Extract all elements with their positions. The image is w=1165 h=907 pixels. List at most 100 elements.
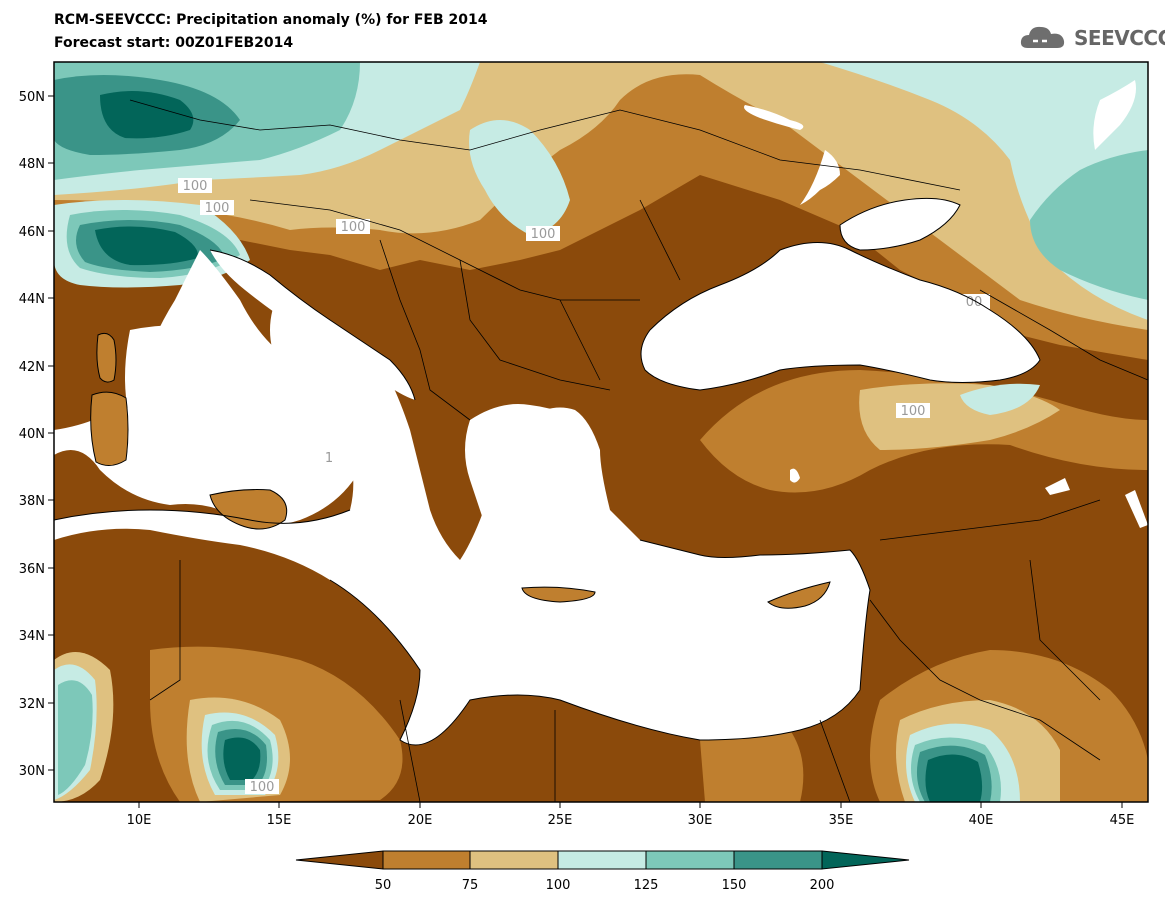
lon-tick-label: 35E: [829, 813, 854, 828]
border-line: [399, 699, 421, 802]
seevccc-logo: SEEVCCC: [1018, 20, 1165, 56]
band-125-150-tunisia: [58, 680, 93, 795]
colorbar-segment: [733, 850, 823, 870]
lat-tick-label: 44N: [19, 292, 45, 307]
coastline: [521, 586, 596, 603]
adriatic-sea: [210, 250, 415, 400]
colorbar-tick-label: 100: [546, 878, 571, 893]
border-line: [819, 719, 851, 802]
colorbar-segment: [557, 850, 647, 870]
lat-tick-label: 32N: [19, 697, 45, 712]
lat-tick-label: 48N: [19, 157, 45, 172]
coastline: [209, 249, 416, 401]
band-100-125-hungary: [469, 120, 570, 235]
band-100-125-caucasus: [960, 383, 1040, 415]
coastline: [209, 489, 288, 530]
lake-urmia: [1125, 490, 1148, 528]
coastline: [96, 332, 117, 383]
lake-caspian-edge: [1093, 80, 1136, 150]
svg-text:100: 100: [531, 227, 556, 242]
cloud-icon: [1020, 26, 1065, 48]
lat-tick-label: 40N: [19, 427, 45, 442]
lon-tick-label: 20E: [408, 813, 433, 828]
longitude-axis: 10E 15E 20E 25E 30E 35E 40E 45E: [127, 802, 1135, 828]
border-line: [869, 599, 1101, 761]
coastline: [839, 197, 961, 251]
svg-text:100: 100: [183, 179, 208, 194]
border-line: [559, 299, 601, 381]
border-line: [979, 289, 1148, 381]
border-line: [129, 99, 961, 191]
latitude-axis: 50N 48N 46N 44N 42N 40N 38N 36N 34N 32N …: [19, 90, 54, 779]
contour-label: 100: [526, 226, 560, 242]
band-gt200-arabia: [925, 754, 983, 802]
colorbar-tick-label: 50: [375, 878, 392, 893]
lon-tick-label: 15E: [267, 813, 292, 828]
lat-tick-label: 50N: [19, 90, 45, 105]
border-line: [1029, 559, 1101, 701]
contour-label: 100: [896, 403, 930, 419]
contour-label: 100: [245, 779, 279, 795]
colorbar-segment-lt50: [295, 850, 384, 870]
svg-text:100: 100: [205, 201, 230, 216]
lat-tick-label: 42N: [19, 360, 45, 375]
coastlines: [54, 197, 1041, 746]
anomaly-fill-layer: [54, 62, 1148, 802]
colorbar: 50 75 100 125 150 200: [295, 850, 910, 893]
lat-tick-label: 38N: [19, 494, 45, 509]
border-line: [459, 259, 611, 391]
border-line: [379, 239, 471, 421]
contour-labels: 100 100 100 100 100 100 1 00: [178, 178, 990, 795]
svg-text:100: 100: [901, 404, 926, 419]
country-borders: [129, 99, 1148, 802]
map-frame: [53, 61, 1149, 803]
corsica-island: [96, 333, 116, 383]
lat-tick-label: 46N: [19, 225, 45, 240]
forecast-start-subtitle: Forecast start: 00Z01FEB2014: [54, 35, 294, 51]
lon-tick-label: 45E: [1110, 813, 1135, 828]
lon-tick-label: 10E: [127, 813, 152, 828]
lake-tuz: [790, 468, 800, 483]
coastline: [329, 539, 871, 746]
black-sea: [641, 242, 1040, 390]
map-title: RCM-SEEVCCC: Precipitation anomaly (%) f…: [54, 12, 488, 28]
lat-tick-label: 34N: [19, 629, 45, 644]
crete-island: [522, 587, 595, 602]
lat-tick-label: 36N: [19, 562, 45, 577]
colorbar-tick-label: 75: [462, 878, 479, 893]
tyrrhenian-sea: [125, 325, 324, 475]
colorbar-tick-label: 125: [634, 878, 659, 893]
svg-text:1: 1: [325, 451, 333, 466]
band-50-75-egypt: [700, 724, 804, 802]
coastline: [90, 391, 129, 466]
coastline: [767, 581, 831, 609]
band-gt200-north: [100, 91, 194, 139]
border-line: [149, 560, 181, 701]
svg-text:100: 100: [341, 220, 366, 235]
aegean-sea: [465, 404, 640, 553]
band-gt200-libya: [223, 737, 261, 780]
band-125-150-russia: [1030, 150, 1148, 300]
svg-text:100: 100: [250, 780, 275, 795]
lon-tick-label: 30E: [688, 813, 713, 828]
contour-label: 100: [336, 219, 370, 235]
border-line: [879, 499, 1101, 541]
colorbar-tick-label: 200: [810, 878, 835, 893]
sardinia-island: [90, 392, 128, 466]
coastline: [640, 242, 1041, 391]
colorbar-segment: [645, 850, 735, 870]
colorbar-segment: [382, 850, 471, 870]
lat-tick-label: 30N: [19, 764, 45, 779]
lon-tick-label: 25E: [548, 813, 573, 828]
colorbar-segment: [469, 850, 559, 870]
band-gt200-alps: [95, 226, 199, 266]
lon-tick-label: 40E: [969, 813, 994, 828]
lake-van: [1045, 478, 1070, 495]
logo-text: SEEVCCC: [1074, 26, 1165, 50]
coastline: [54, 509, 351, 524]
contour-label: 100: [178, 178, 212, 194]
sea-of-azov: [840, 198, 960, 250]
border-line: [639, 199, 681, 281]
dnieper-reservoir: [744, 105, 840, 205]
